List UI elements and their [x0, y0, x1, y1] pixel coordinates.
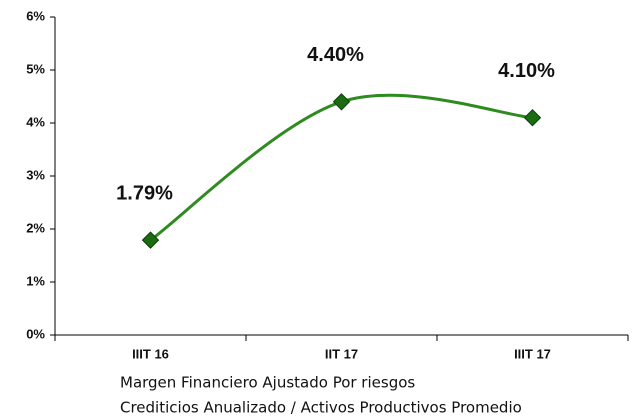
y-tick-label: 6%	[26, 8, 45, 23]
marker	[523, 108, 542, 127]
x-tick-label: IIIT 17	[514, 346, 551, 361]
x-tick-label: IIIT 16	[132, 346, 169, 361]
y-tick-label: 1%	[26, 273, 45, 288]
data-label: 1.79%	[116, 182, 173, 204]
marker	[141, 231, 160, 249]
caption-line: Crediticios Anualizado / Activos Product…	[120, 399, 522, 417]
y-tick-label: 5%	[26, 61, 45, 76]
y-tick-label: 2%	[26, 220, 45, 235]
y-tick-label: 3%	[26, 167, 45, 182]
y-tick-label: 4%	[26, 114, 45, 129]
data-label: 4.10%	[498, 60, 555, 82]
x-tick-label: IIT 17	[325, 346, 358, 361]
series-line	[149, 93, 533, 242]
caption-line: Margen Financiero Ajustado Por riesgos	[120, 374, 415, 392]
y-tick-label: 0%	[26, 326, 45, 341]
marker	[332, 93, 351, 111]
data-label: 4.40%	[307, 44, 364, 66]
